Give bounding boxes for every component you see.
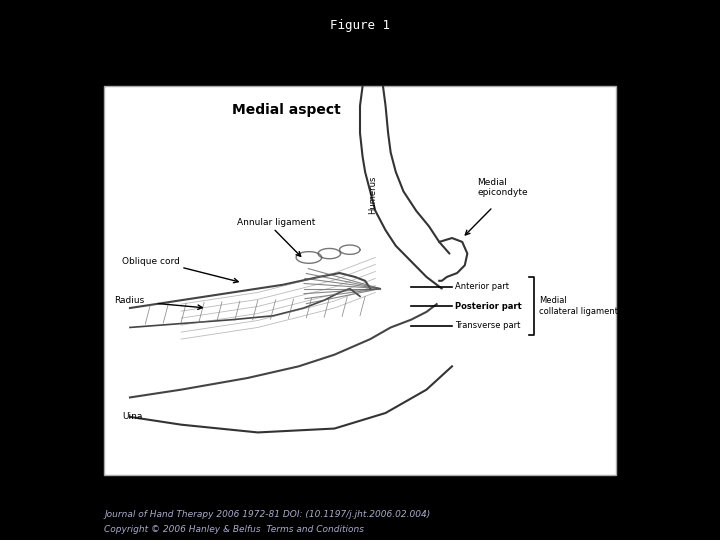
FancyBboxPatch shape <box>104 86 616 475</box>
Text: Journal of Hand Therapy 2006 1972-81 DOI: (10.1197/j.jht.2006.02.004): Journal of Hand Therapy 2006 1972-81 DOI… <box>104 510 431 519</box>
Text: Radius: Radius <box>114 296 145 305</box>
Text: Annular ligament: Annular ligament <box>238 218 315 227</box>
Text: Posterior part: Posterior part <box>454 301 521 310</box>
Text: Medial
epicondyte: Medial epicondyte <box>477 178 528 197</box>
Text: Transverse part: Transverse part <box>454 321 520 330</box>
Text: Medial
collateral ligament: Medial collateral ligament <box>539 296 618 316</box>
Text: Medial aspect: Medial aspect <box>232 103 341 117</box>
Text: Humerus: Humerus <box>368 176 377 214</box>
Text: Uina: Uina <box>122 413 143 421</box>
Text: Oblique cord: Oblique cord <box>122 257 180 266</box>
Text: Copyright © 2006 Hanley & Belfus  Terms and Conditions: Copyright © 2006 Hanley & Belfus Terms a… <box>104 525 364 534</box>
Text: Figure 1: Figure 1 <box>330 19 390 32</box>
Text: Anterior part: Anterior part <box>454 282 508 291</box>
